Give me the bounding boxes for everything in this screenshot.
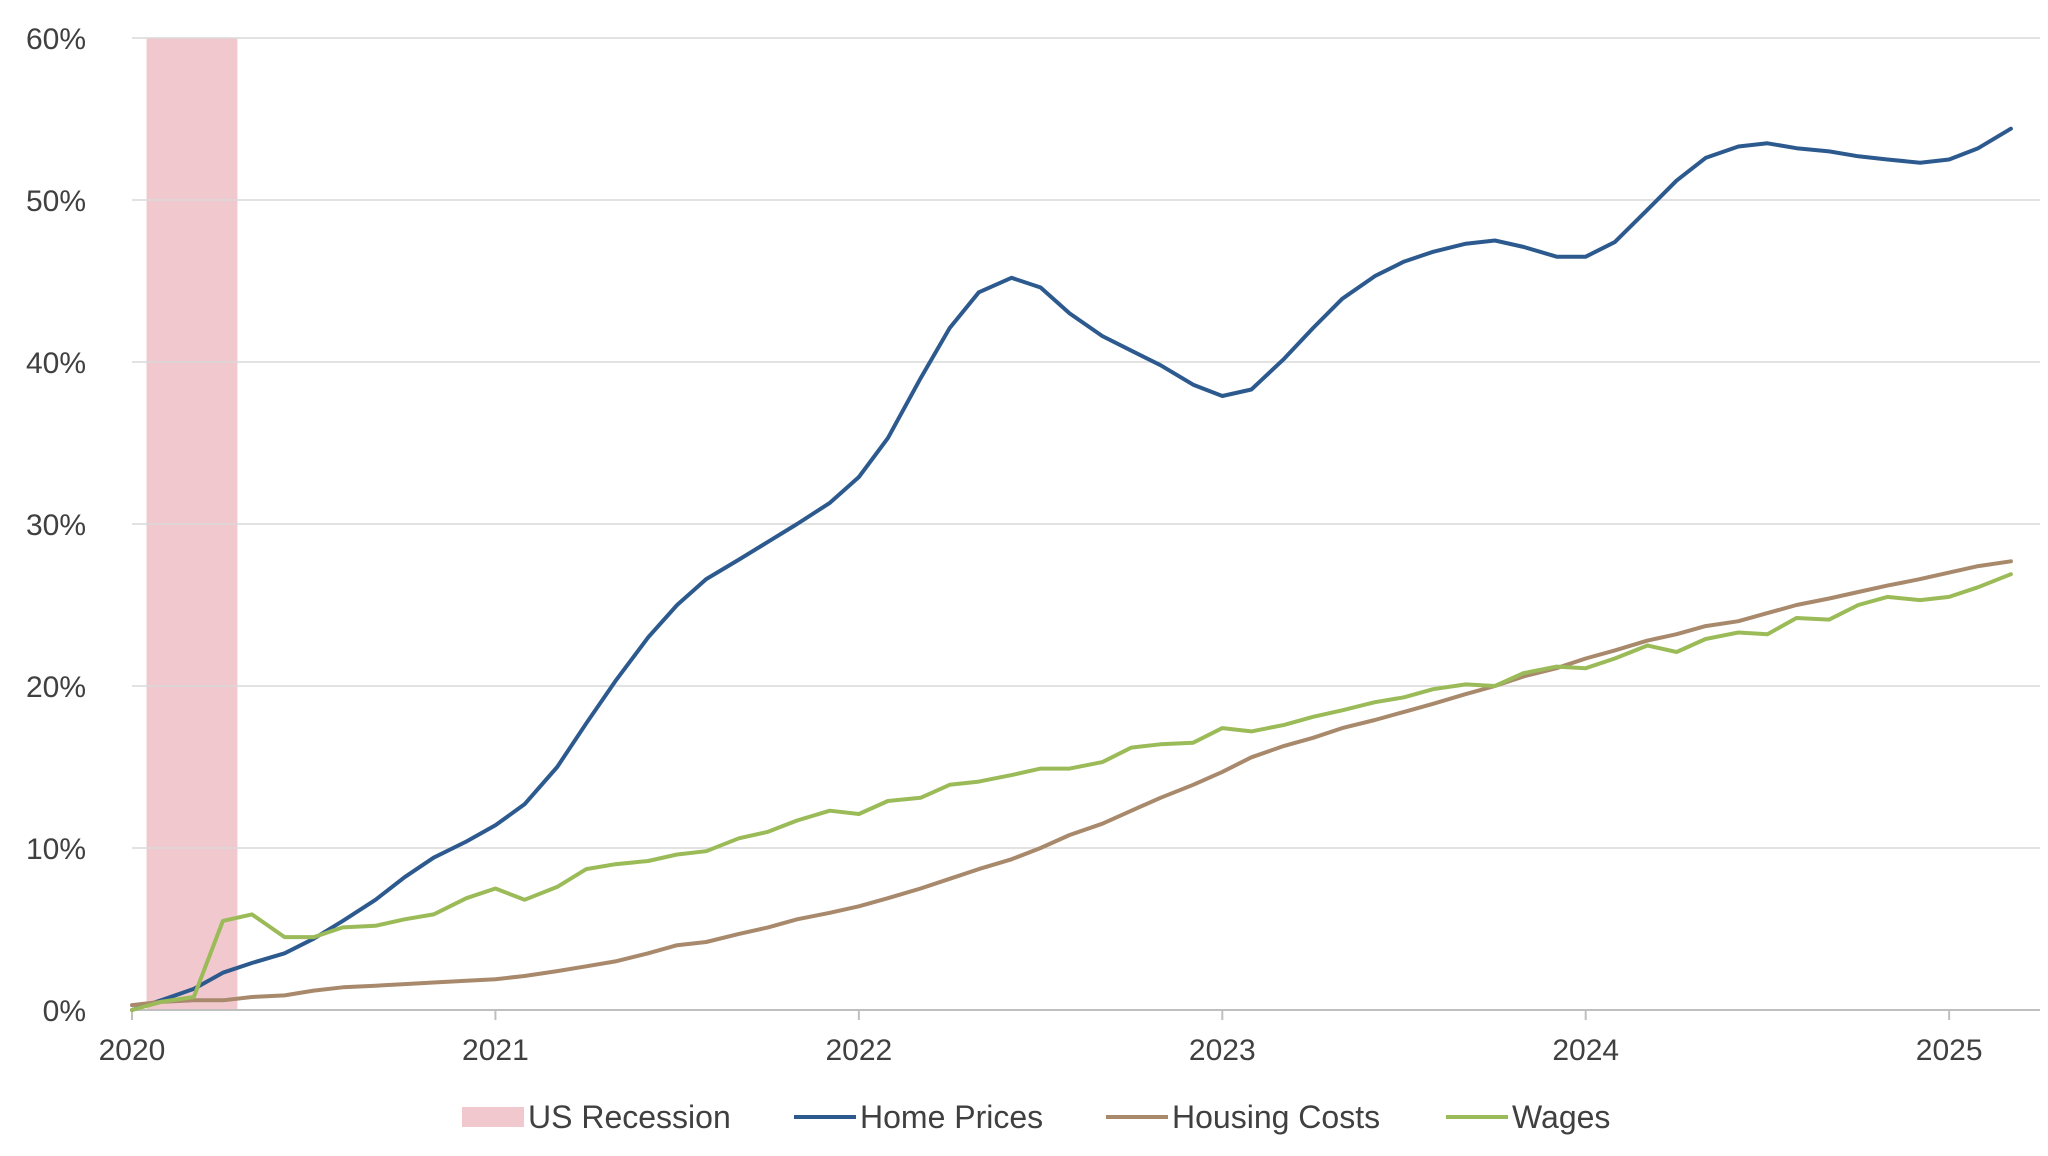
y-tick-label: 10% [26, 833, 86, 866]
y-tick-label: 20% [26, 671, 86, 704]
x-tick-label: 2023 [1189, 1034, 1256, 1067]
y-tick-label: 50% [26, 185, 86, 218]
series-line-wages [130, 572, 2013, 1012]
y-tick-label: 0% [43, 995, 86, 1028]
y-tick-label: 60% [26, 23, 86, 56]
x-tick-label: 2020 [99, 1034, 166, 1067]
series-line-housing-costs [130, 559, 2013, 1008]
legend-swatch-us-recession [462, 1107, 524, 1127]
legend-label-wages: Wages [1512, 1099, 1610, 1135]
legend-label-home-prices: Home Prices [860, 1099, 1043, 1135]
legend-label-us-recession: US Recession [528, 1099, 731, 1135]
x-tick-label: 2024 [1552, 1034, 1619, 1067]
series-line-home-prices [130, 126, 2013, 1012]
x-tick-label: 2022 [825, 1034, 892, 1067]
y-tick-label: 30% [26, 509, 86, 542]
legend-label-housing-costs: Housing Costs [1172, 1099, 1380, 1135]
x-tick-label: 2021 [462, 1034, 529, 1067]
y-tick-label: 40% [26, 347, 86, 380]
x-tick-label: 2025 [1916, 1034, 1983, 1067]
